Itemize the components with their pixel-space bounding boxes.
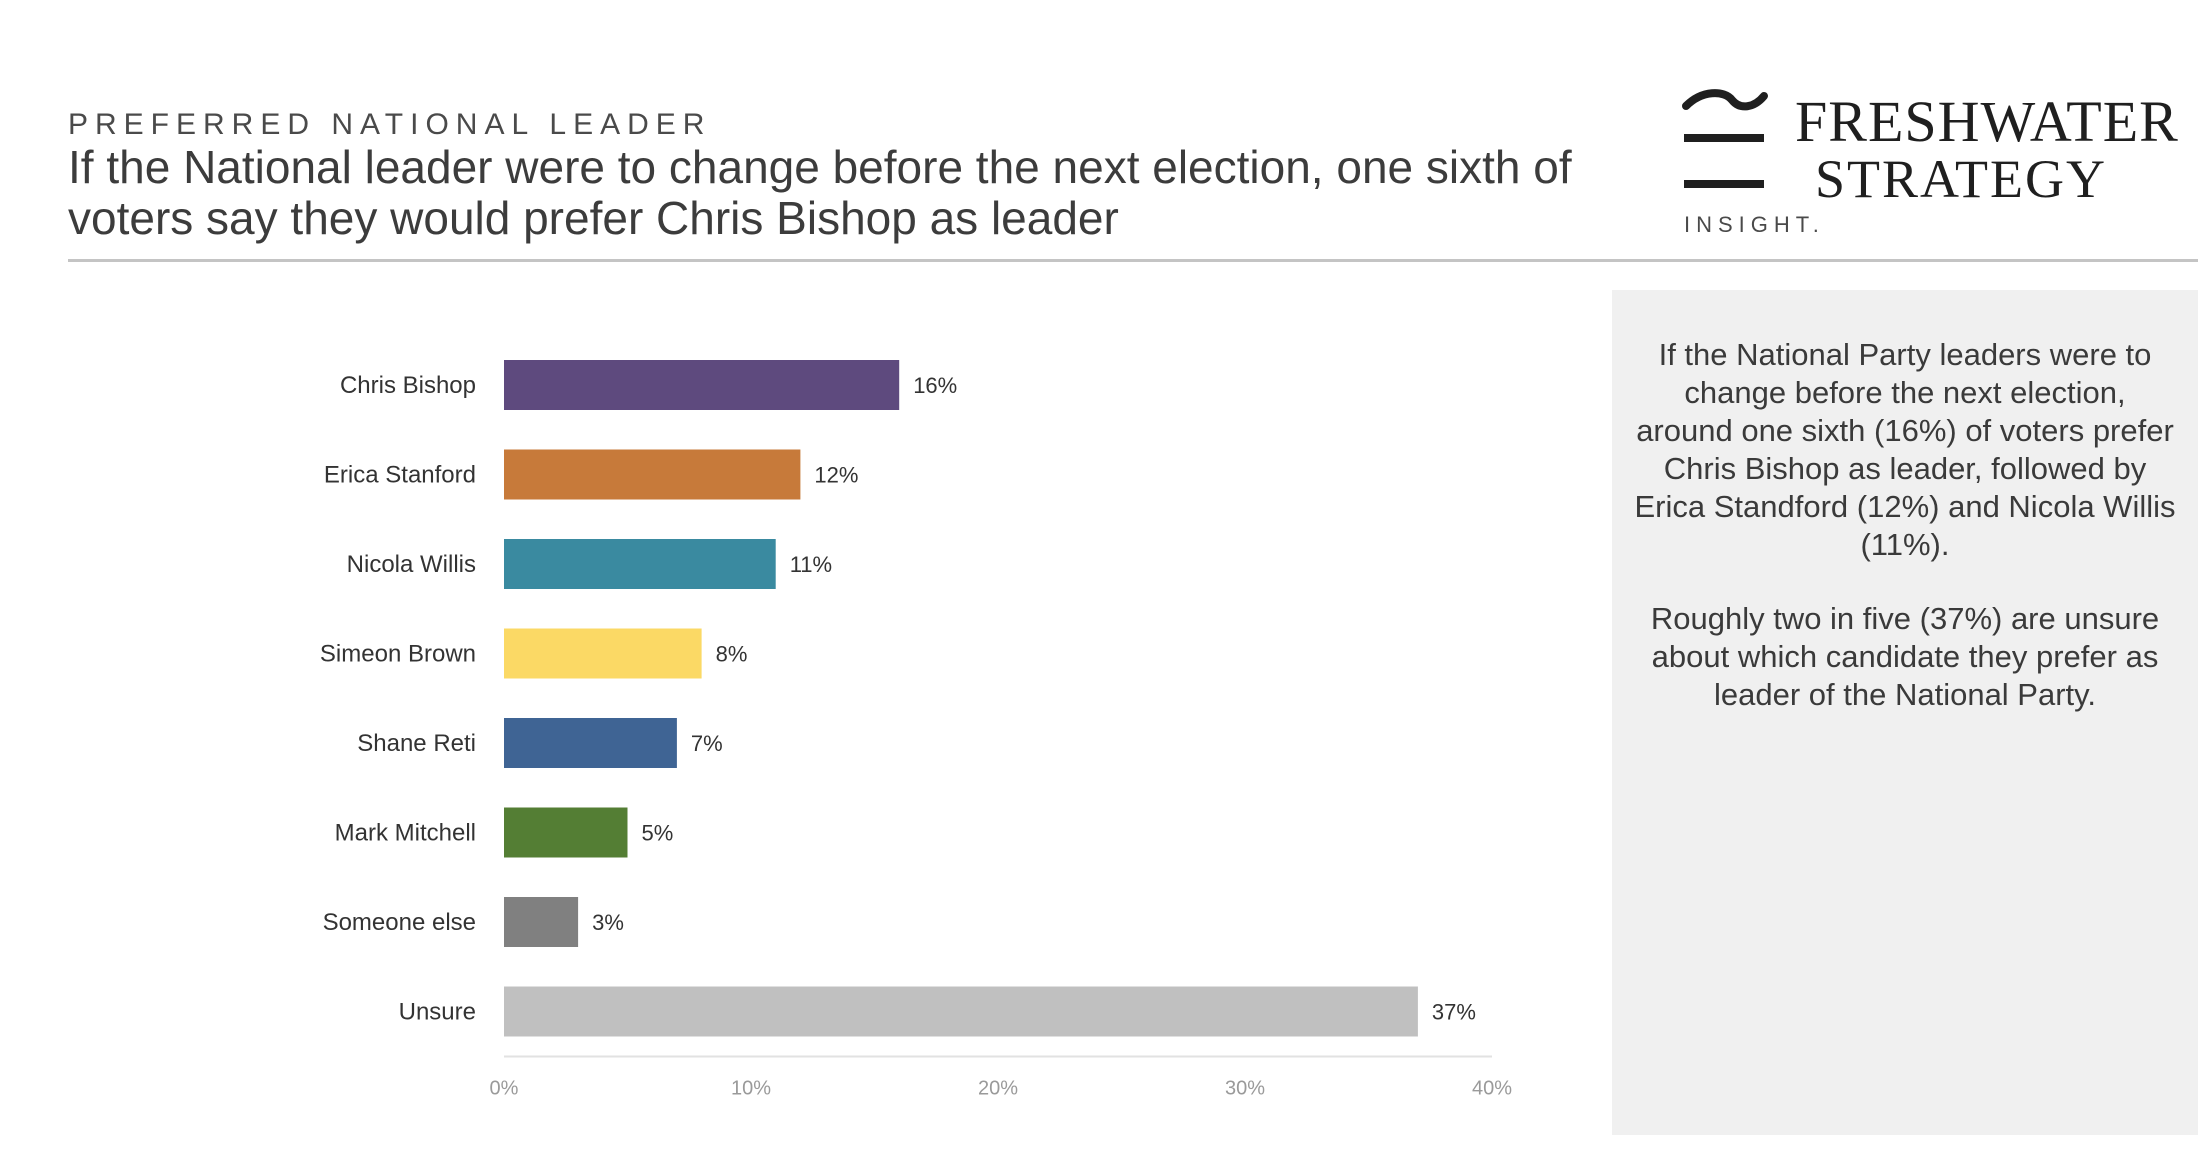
logo-wordmark-line1: FRESHWATER: [1795, 89, 2179, 154]
bar: [504, 897, 579, 947]
category-label: Erica Stanford: [324, 462, 476, 489]
data-label: 11%: [790, 552, 832, 577]
data-label: 3%: [592, 910, 624, 935]
logo-tagline: INSIGHT.: [1684, 212, 1825, 237]
summary-paragraph-1: If the National Party leaders were to ch…: [1634, 337, 2176, 562]
category-label: Simeon Brown: [320, 641, 476, 668]
page-title: If the National leader were to change be…: [68, 141, 1572, 244]
bar: [504, 449, 801, 500]
x-tick-label: 20%: [978, 1078, 1018, 1100]
brand-logo: FRESHWATER STRATEGY INSIGHT.: [1680, 88, 2178, 248]
data-label: 7%: [691, 731, 723, 756]
summary-paragraph-2: Roughly two in five (37%) are unsure abo…: [1650, 601, 2160, 712]
category-label: Unsure: [399, 999, 476, 1026]
x-tick-label: 10%: [731, 1078, 771, 1100]
summary-panel: If the National Party leaders were to ch…: [1612, 290, 2198, 1135]
category-label: Chris Bishop: [340, 372, 476, 399]
header-divider: [68, 259, 2198, 262]
category-label: Shane Reti: [357, 730, 476, 757]
data-label: 37%: [1432, 1000, 1476, 1025]
bar-chart: Chris Bishop 16% Erica Stanford 12% Nicola W…: [320, 360, 1512, 1100]
wave-lines-icon: [1682, 89, 1768, 188]
bar: [504, 539, 776, 589]
x-tick-label: 40%: [1472, 1078, 1512, 1100]
bar: [504, 718, 677, 768]
category-label: Someone else: [323, 909, 476, 936]
bar: [504, 986, 1418, 1037]
category-label: Nicola Willis: [347, 551, 476, 578]
data-label: 12%: [814, 463, 858, 488]
data-label: 5%: [642, 821, 674, 846]
kicker: PREFERRED NATIONAL LEADER: [68, 108, 712, 141]
data-label: 16%: [913, 373, 957, 398]
bar: [504, 807, 628, 858]
logo-wordmark-line2: STRATEGY: [1815, 149, 2108, 209]
x-tick-label: 0%: [490, 1078, 519, 1100]
bar: [504, 628, 702, 679]
bar: [504, 360, 900, 410]
data-label: 8%: [716, 642, 748, 667]
x-tick-label: 30%: [1225, 1078, 1265, 1100]
category-label: Mark Mitchell: [335, 820, 476, 847]
